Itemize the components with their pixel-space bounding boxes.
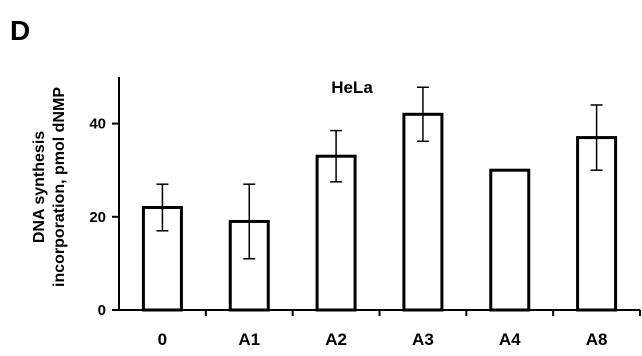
x-category-label: A4 [499,330,521,349]
x-category-label: A8 [586,330,608,349]
y-tick-label: 0 [98,302,106,319]
x-category-label: A1 [238,330,260,349]
y-tick-label: 20 [89,209,106,226]
x-category-label: A3 [412,330,434,349]
x-category-label: A2 [325,330,347,349]
y-axis-label-line-2: incorporation, pmol dNMP [51,87,68,287]
y-axis-label-line-1: DNA synthesis [31,131,48,243]
bar-A3 [402,112,444,312]
x-category-label: 0 [158,330,167,349]
panel-label: D [10,15,30,46]
chart-title: HeLa [331,78,373,97]
y-tick-label: 40 [89,116,106,133]
plot-area: 0 20 40 0 A1 A2 A3 A4 A8 [89,77,641,349]
bar-A4 [489,168,531,312]
